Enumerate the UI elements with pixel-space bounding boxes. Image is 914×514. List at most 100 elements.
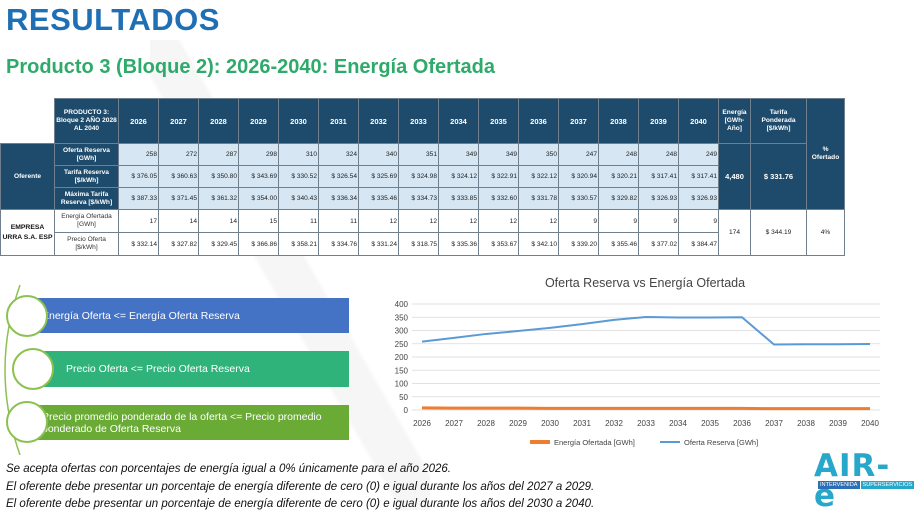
legend-label-energia: Energía Ofertada [GWh] <box>554 438 635 447</box>
table-cell: 12 <box>478 209 519 233</box>
table-cell: $ 339.20 <box>558 232 599 256</box>
table-cell: 350 <box>518 143 559 166</box>
table-cell: 247 <box>558 143 599 166</box>
tarifa-header: Tarifa Ponderada [$/kWh] <box>750 98 807 144</box>
table-cell: $ 331.78 <box>518 187 559 210</box>
y-tick-label: 300 <box>395 327 409 336</box>
page-subtitle: Producto 3 (Bloque 2): 2026-2040: Energí… <box>6 56 496 78</box>
condition-circle <box>12 348 54 390</box>
table-row: EMPRESA URRA S.A. ESP Energía Ofertada [… <box>0 209 845 256</box>
table-cell: 15 <box>238 209 279 233</box>
table-cell: $ 336.34 <box>318 187 359 210</box>
table-cell: 17 <box>118 209 159 233</box>
table-cell: $ 332.60 <box>478 187 519 210</box>
table-cell: $ 332.14 <box>118 232 159 256</box>
year-header: 2026 <box>118 98 159 144</box>
y-tick-label: 200 <box>395 353 409 362</box>
year-header-row: PRODUCTO 3: Bloque 2 AÑO 2028 AL 2040 20… <box>0 98 845 210</box>
table-cell: $ 371.45 <box>158 187 199 210</box>
chart-legend: Energía Ofertada [GWh] Oferta Reserva [G… <box>530 438 758 447</box>
offer-total-tarifa: $ 344.19 <box>750 209 807 256</box>
y-tick-label: 250 <box>395 340 409 349</box>
condition-promedio: Precio promedio ponderado de la oferta <… <box>28 405 349 440</box>
year-header: 2032 <box>358 98 399 144</box>
year-header: 2030 <box>278 98 319 144</box>
condition-text: Energía Oferta <= Energía Oferta Reserva <box>42 309 240 322</box>
y-tick-label: 100 <box>395 380 409 389</box>
logo-tag-right: SUPERSERVICIOS <box>860 481 914 489</box>
table-cell: $ 324.12 <box>438 165 479 188</box>
year-header: 2034 <box>438 98 479 144</box>
note-2: El oferente debe presentar un porcentaje… <box>6 481 595 493</box>
x-tick-label: 2027 <box>445 419 463 428</box>
y-tick-label: 150 <box>395 366 409 375</box>
series-line-1 <box>421 315 871 346</box>
row-label: Tarifa Reserva [$/kWh] <box>54 165 119 188</box>
table-cell: $ 322.91 <box>478 165 519 188</box>
table-cell: 248 <box>598 143 639 166</box>
table-cell: $ 322.12 <box>518 165 559 188</box>
x-tick-label: 2034 <box>669 419 687 428</box>
x-tick-label: 2032 <box>605 419 623 428</box>
table-cell: $ 355.46 <box>598 232 639 256</box>
x-tick-label: 2037 <box>765 419 783 428</box>
condition-circle <box>6 401 48 443</box>
company-logo: AIR-e INTERVENIDA SUPERSERVICIOS <box>814 451 914 512</box>
table-cell: $ 360.63 <box>158 165 199 188</box>
corner-header: PRODUCTO 3: Bloque 2 AÑO 2028 AL 2040 <box>54 98 119 144</box>
year-header: 2029 <box>238 98 279 144</box>
table-cell: $ 387.33 <box>118 187 159 210</box>
table-cell: $ 317.41 <box>638 165 679 188</box>
x-axis-ticks: 2026 2027 2028 2029 2030 2031 2032 2033 2034 2035… <box>413 419 879 428</box>
table-cell: $ 326.93 <box>678 187 719 210</box>
table-cell: $ 342.10 <box>518 232 559 256</box>
condition-energia: Energía Oferta <= Energía Oferta Reserva <box>28 298 349 333</box>
energia-header: Energía [GWh-Año] <box>718 98 751 144</box>
year-header: 2039 <box>638 98 679 144</box>
y-axis-ticks: 0 50 100 150 200 250 300 350 400 <box>395 300 409 415</box>
table-row: Oferente Oferta Reserva [GWh] 258 272 28… <box>0 143 845 210</box>
condition-precio: Precio Oferta <= Precio Oferta Reserva <box>28 351 349 387</box>
row-label: Precio Oferta [$/kWh] <box>54 232 119 256</box>
year-header: 2035 <box>478 98 519 144</box>
condition-text: Precio promedio ponderado de la oferta <… <box>42 410 322 435</box>
table-cell: $ 320.21 <box>598 165 639 188</box>
table-cell: $ 326.93 <box>638 187 679 210</box>
row-label: Máxima Tarifa Reserva [$/kWh] <box>54 187 119 210</box>
table-cell: $ 353.67 <box>478 232 519 256</box>
table-cell: 349 <box>478 143 519 166</box>
table-cell: 249 <box>678 143 719 166</box>
year-header: 2037 <box>558 98 599 144</box>
table-cell: 12 <box>398 209 439 233</box>
table-cell: 349 <box>438 143 479 166</box>
table-row: Tarifa Reserva [$/kWh] $ 376.05 $ 360.63… <box>1 165 845 188</box>
note-1: Se acepta ofertas con porcentajes de ene… <box>6 463 451 475</box>
x-tick-label: 2036 <box>733 419 751 428</box>
year-header: 2031 <box>318 98 359 144</box>
oferente-label: Oferente <box>0 143 55 210</box>
pct-header: % Ofertado <box>806 98 845 210</box>
table-cell: 258 <box>118 143 159 166</box>
table-cell: $ 376.05 <box>118 165 159 188</box>
condition-circle <box>6 295 48 337</box>
table-cell: $ 327.82 <box>158 232 199 256</box>
table-cell: $ 335.36 <box>438 232 479 256</box>
year-header: 2028 <box>198 98 239 144</box>
table-cell: $ 340.43 <box>278 187 319 210</box>
table-cell: $ 334.73 <box>398 187 439 210</box>
table-cell: $ 326.54 <box>318 165 359 188</box>
table-cell: $ 329.82 <box>598 187 639 210</box>
table-cell: $ 320.94 <box>558 165 599 188</box>
table-cell: $ 343.69 <box>238 165 279 188</box>
year-header: 2040 <box>678 98 719 144</box>
table-cell: 9 <box>558 209 599 233</box>
table-cell: 11 <box>318 209 359 233</box>
table-cell: $ 333.85 <box>438 187 479 210</box>
table-row: Máxima Tarifa Reserva [$/kWh] $ 387.33 $… <box>1 187 845 210</box>
year-header: 2033 <box>398 98 439 144</box>
logo-tagline: INTERVENIDA SUPERSERVICIOS <box>818 481 914 489</box>
table-cell: 11 <box>278 209 319 233</box>
table-cell: 298 <box>238 143 279 166</box>
logo-tag-left: INTERVENIDA <box>818 481 860 489</box>
row-label: Oferta Reserva [GWh] <box>54 143 119 166</box>
